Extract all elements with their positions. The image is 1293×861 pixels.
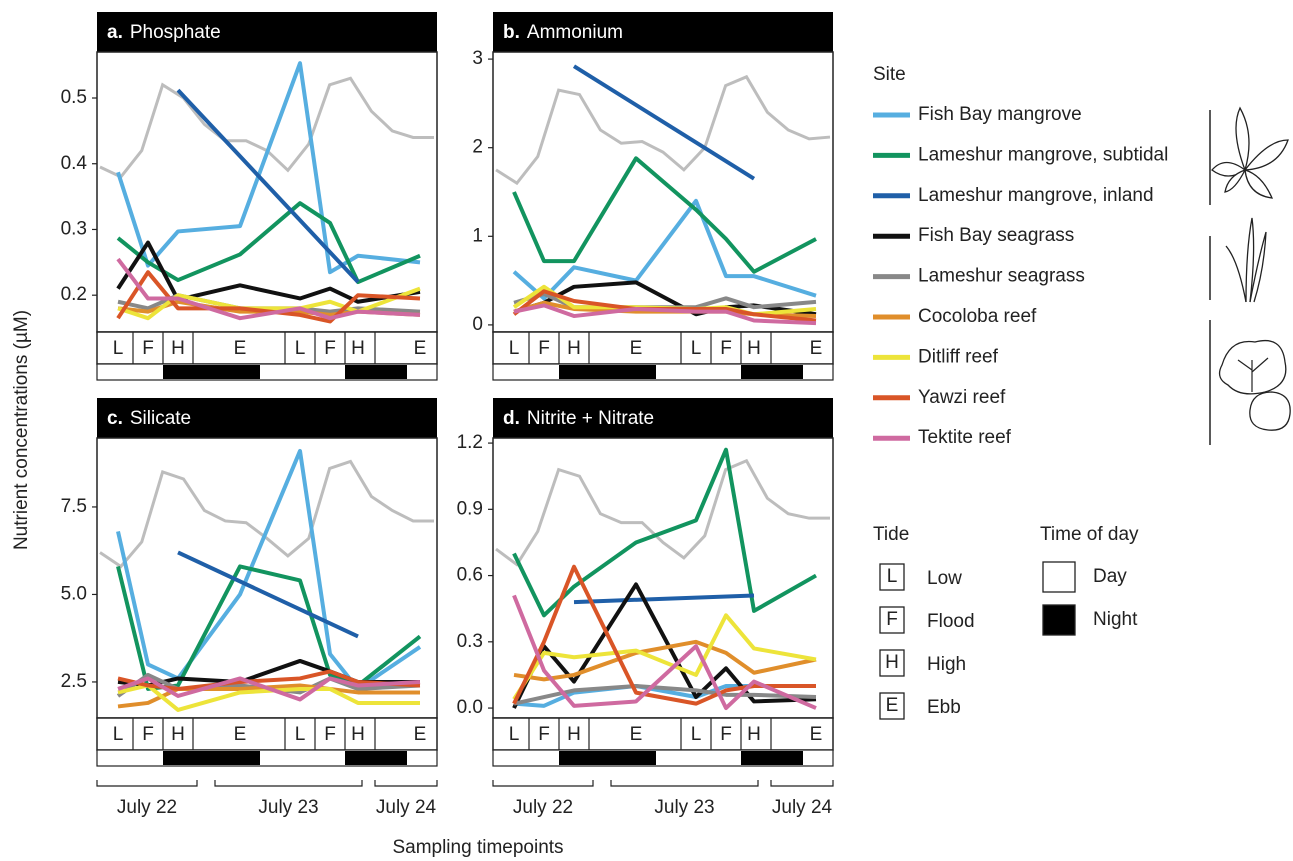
panel-name: Phosphate [130,22,221,43]
panel-letter: c. [107,408,123,429]
panel-name: Ammonium [527,22,623,43]
y-tick-label: 7.5 [61,496,87,517]
tide-legend-title: Tide [873,524,909,545]
y-tick-label: 0.3 [457,631,483,652]
tide-label: F [538,724,550,745]
date-label: July 23 [258,797,318,818]
tide-label: F [720,724,732,745]
tide-label: H [567,724,581,745]
tide-key-label: High [927,654,966,675]
night-block [559,365,656,379]
y-tick-label: 0.4 [61,153,88,174]
tide-label: E [414,724,427,745]
tide-key-symbol: H [885,652,899,673]
y-tick-label: 2 [472,137,483,158]
date-label: July 23 [654,797,714,818]
legend-label: Fish Bay mangrove [918,104,1082,125]
tide-label: F [142,338,154,359]
time-key-box [1043,605,1075,635]
time-key-label: Day [1093,566,1127,587]
date-label: July 24 [772,797,833,818]
night-block [163,365,260,379]
legend-label: Yawzi reef [918,387,1006,408]
tide-label: F [142,724,154,745]
night-block [559,751,656,765]
legend-label: Lameshur mangrove, inland [918,185,1154,206]
y-tick-label: 0.2 [61,284,87,305]
y-tick-label: 0.6 [457,565,483,586]
night-block [741,365,803,379]
panel-letter: a. [107,22,123,43]
y-axis-label: Nutrient concentrations (µM) [11,310,32,550]
tide-label: H [747,724,761,745]
y-tick-label: 5.0 [61,583,87,604]
tide-label: H [171,724,185,745]
y-tick-label: 2.5 [61,671,87,692]
date-label: July 22 [117,797,177,818]
night-block [163,751,260,765]
tide-label: E [630,724,643,745]
time-legend-title: Time of day [1040,524,1139,545]
panel-letter: b. [503,22,520,43]
tide-label: H [351,338,365,359]
tide-label: H [567,338,581,359]
panel-letter: d. [503,408,520,429]
night-block [345,751,407,765]
legend-label: Ditliff reef [918,346,999,367]
tide-key-symbol: L [887,566,898,587]
legend-label: Fish Bay seagrass [918,225,1074,246]
y-tick-label: 3 [472,48,483,69]
tide-label: L [295,338,306,359]
figure: Nutrient concentrations (µM) Sampling ti… [0,0,1293,861]
y-tick-label: 0.3 [61,218,87,239]
night-block [345,365,407,379]
panel-name: Silicate [130,408,191,429]
tide-label: F [538,338,550,359]
tide-key-label: Flood [927,611,975,632]
tide-label: L [691,724,702,745]
y-tick-label: 1.2 [457,432,483,453]
y-tick-label: 1 [472,225,483,246]
tide-label: F [720,338,732,359]
tide-label: E [630,338,643,359]
night-block [741,751,803,765]
tide-label: E [810,724,823,745]
tide-key-symbol: E [886,695,899,716]
tide-label: E [414,338,427,359]
legend-title: Site [873,64,906,85]
x-axis-label: Sampling timepoints [392,837,563,858]
date-label: July 22 [513,797,573,818]
date-label: July 24 [376,797,437,818]
tide-key-label: Ebb [927,697,961,718]
tide-key-label: Low [927,568,962,589]
tide-label: L [509,724,520,745]
legend-label: Lameshur seagrass [918,266,1085,287]
y-tick-label: 0 [472,314,483,335]
legend-label: Tektite reef [918,427,1012,448]
tide-label: E [234,338,247,359]
tide-label: E [234,724,247,745]
tide-label: F [324,724,336,745]
tide-label: H [171,338,185,359]
tide-label: L [113,338,124,359]
tide-label: L [295,724,306,745]
legend-label: Cocoloba reef [918,306,1037,327]
tide-label: H [351,724,365,745]
time-key-label: Night [1093,609,1138,630]
tide-label: H [747,338,761,359]
legend-label: Lameshur mangrove, subtidal [918,144,1168,165]
tide-label: L [113,724,124,745]
y-tick-label: 0.0 [457,697,483,718]
tide-label: F [324,338,336,359]
panel-name: Nitrite + Nitrate [527,408,654,429]
y-tick-label: 0.5 [61,87,87,108]
panel-title: c. Silicate [107,408,191,429]
time-key-box [1043,562,1075,592]
tide-label: L [691,338,702,359]
tide-label: L [509,338,520,359]
y-tick-label: 0.9 [457,498,483,519]
tide-key-symbol: F [886,609,898,630]
tide-label: E [810,338,823,359]
